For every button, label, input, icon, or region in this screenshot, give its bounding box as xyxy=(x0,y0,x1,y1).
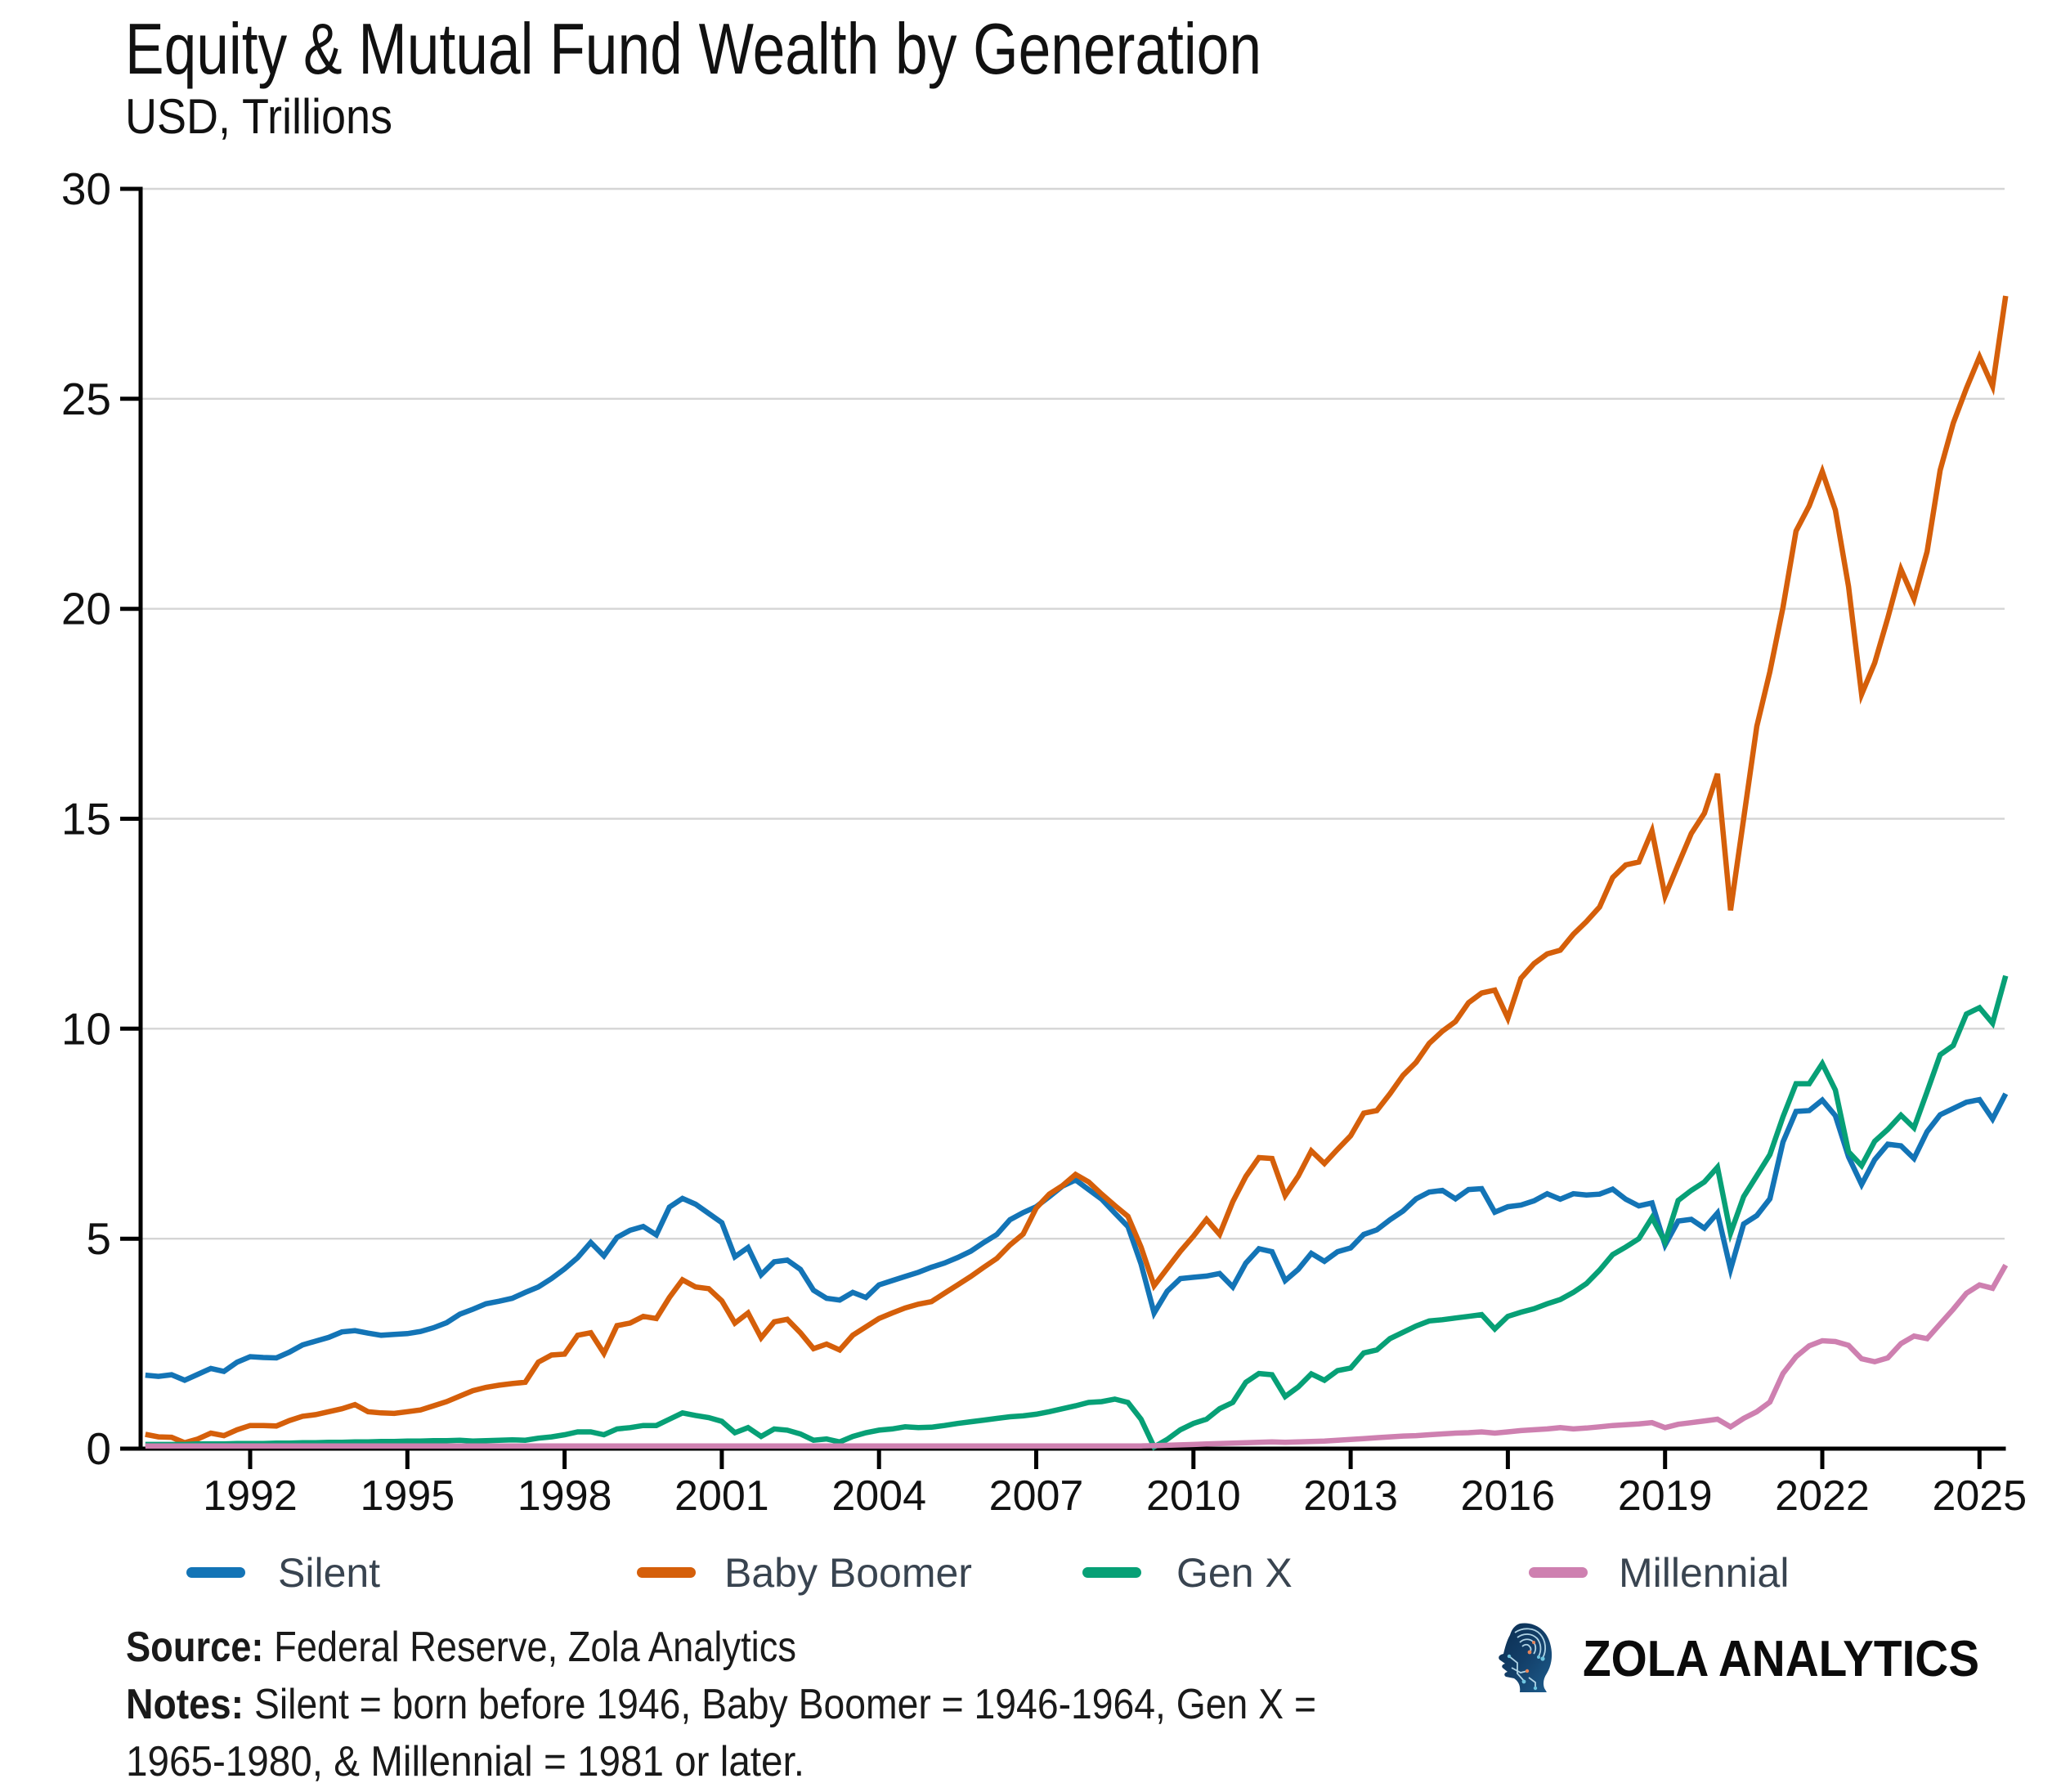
svg-text:Millennial: Millennial xyxy=(1619,1550,1789,1596)
svg-text:1965-1980, & Millennial = 1981: 1965-1980, & Millennial = 1981 or later. xyxy=(126,1738,804,1785)
svg-text:0: 0 xyxy=(86,1423,111,1474)
svg-text:25: 25 xyxy=(61,374,111,424)
svg-text:2004: 2004 xyxy=(831,1472,926,1520)
svg-text:15: 15 xyxy=(61,794,111,844)
svg-text:Gen X: Gen X xyxy=(1176,1550,1293,1596)
svg-text:2013: 2013 xyxy=(1303,1472,1398,1520)
svg-text:Notes: Silent = born before 19: Notes: Silent = born before 1946, Baby B… xyxy=(126,1681,1316,1728)
svg-text:2019: 2019 xyxy=(1618,1472,1713,1520)
svg-text:Baby Boomer: Baby Boomer xyxy=(724,1550,972,1596)
svg-text:ZOLA ANALYTICS: ZOLA ANALYTICS xyxy=(1583,1631,1979,1687)
svg-text:2010: 2010 xyxy=(1146,1472,1241,1520)
svg-text:2001: 2001 xyxy=(674,1472,769,1520)
svg-text:1995: 1995 xyxy=(360,1472,455,1520)
svg-text:2007: 2007 xyxy=(989,1472,1084,1520)
svg-text:2025: 2025 xyxy=(1932,1472,2027,1520)
svg-text:20: 20 xyxy=(61,584,111,634)
svg-text:1992: 1992 xyxy=(203,1472,298,1520)
svg-text:1998: 1998 xyxy=(518,1472,612,1520)
svg-text:2022: 2022 xyxy=(1775,1472,1870,1520)
svg-text:Equity & Mutual Fund Wealth by: Equity & Mutual Fund Wealth by Generatio… xyxy=(125,8,1261,89)
svg-text:Source: Federal Reserve, Zola: Source: Federal Reserve, Zola Analytics xyxy=(126,1624,796,1671)
svg-text:5: 5 xyxy=(86,1213,111,1264)
svg-text:30: 30 xyxy=(61,164,111,214)
svg-text:10: 10 xyxy=(61,1003,111,1054)
svg-text:USD, Trillions: USD, Trillions xyxy=(125,89,392,144)
svg-text:2016: 2016 xyxy=(1461,1472,1556,1520)
svg-text:Silent: Silent xyxy=(278,1550,380,1596)
